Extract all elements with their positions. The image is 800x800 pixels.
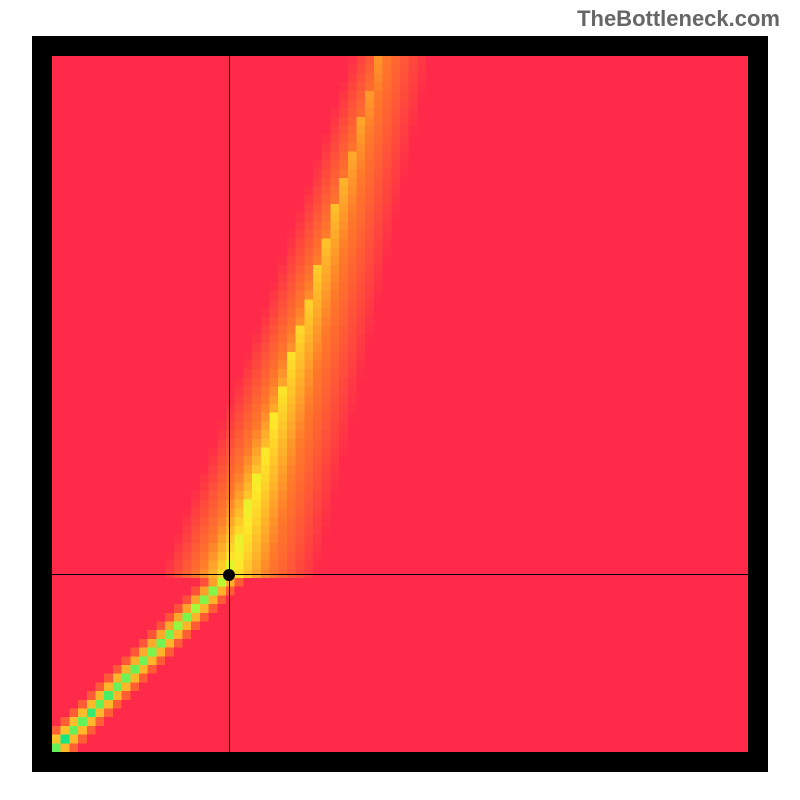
heatmap	[52, 56, 748, 752]
crosshair-vertical	[229, 56, 230, 752]
crosshair-dot	[223, 569, 235, 581]
watermark-text: TheBottleneck.com	[577, 6, 780, 32]
chart-container: { "watermark": { "text": "TheBottleneck.…	[0, 0, 800, 800]
plot-frame	[32, 36, 768, 772]
crosshair-horizontal	[52, 574, 748, 575]
